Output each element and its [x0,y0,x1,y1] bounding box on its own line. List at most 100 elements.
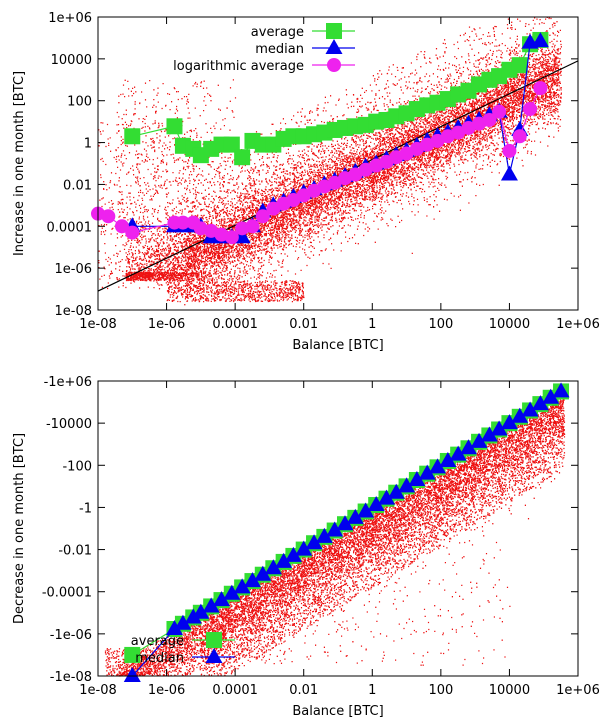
data-point-median [243,572,261,588]
data-point-logarithmic-average [492,104,507,119]
data-point-median [346,508,364,524]
data-point-average [511,57,528,74]
y-tick-label: 0.0001 [47,220,93,235]
y-tick-label: -1e-06 [50,628,92,643]
data-point-median [233,578,251,594]
x-axis-label: Balance [BTC] [292,338,383,353]
data-point-logarithmic-average [125,225,140,240]
y-tick-label: -1 [79,501,92,516]
data-point-median [490,420,508,436]
data-point-median [470,432,488,448]
data-point-median [295,540,313,556]
data-point-median [326,521,344,537]
data-point-median [284,546,302,562]
data-point-logarithmic-average [502,143,517,158]
x-tick-label: 0.01 [289,683,318,698]
data-point-median [480,426,498,442]
y-tick-label: 0.01 [63,178,92,193]
data-point-median [398,477,416,493]
x-tick-label: 0.0001 [212,683,258,698]
plot-frame-2 [97,380,579,677]
legend-label: average [131,634,184,649]
data-point-median [387,483,405,499]
data-point-average [223,136,240,153]
data-point-average [166,118,183,135]
y-tick-label: -0.01 [58,544,92,559]
data-point-logarithmic-average [224,230,239,245]
x-tick-label: 1e-06 [148,683,186,698]
data-point-median [429,458,447,474]
x-tick-label: 1e+06 [556,683,600,698]
data-point-median [336,515,354,531]
data-point-logarithmic-average [358,162,373,177]
x-tick-label: 1e+06 [556,317,600,332]
data-point-median [408,471,426,487]
data-point-median [315,527,333,543]
data-point-median [357,502,375,518]
x-axis-label: Balance [BTC] [292,704,383,719]
x-tick-label: 0.01 [289,317,318,332]
y-tick-label: 1e-08 [54,304,92,319]
legend-marker [205,648,223,663]
data-point-median [542,388,560,404]
x-tick-label: 100 [428,683,453,698]
data-point-median [521,401,539,417]
y-tick-label: -1e-08 [50,670,92,685]
data-point-logarithmic-average [482,112,497,127]
data-point-logarithmic-average [512,129,527,144]
legend-layer: average median logarithmic average average m… [131,23,355,666]
y-tick-label: -0.0001 [42,586,92,601]
data-point-median [418,464,436,480]
legend-label: logarithmic average [173,59,304,74]
data-point-median [449,445,467,461]
data-point-average [124,646,141,663]
legend-label: median [255,42,304,57]
y-tick-label: -10000 [46,417,92,432]
data-point-median [223,584,241,600]
y-tick-label: 1 [84,137,92,152]
data-point-logarithmic-average [255,209,270,224]
data-point-average [234,149,251,166]
legend-marker [326,23,342,39]
y-tick-label: 1e+06 [48,11,92,26]
data-point-logarithmic-average [175,215,190,230]
data-point-median [165,620,183,636]
x-tick-label: 1 [368,317,376,332]
data-point-logarithmic-average [461,120,476,135]
data-point-median [123,667,141,682]
fit-line [97,60,579,292]
data-point-logarithmic-average [114,219,129,234]
fit-line-layer [97,60,579,292]
data-point-median [275,552,293,568]
data-point-median [500,414,518,430]
axis-text-layer: 1e-08 1e-06 0.0001 0.01 1 100 10000 1e+061e-081… [12,11,600,719]
data-point-median [202,597,220,613]
data-point-median [531,395,549,411]
series-layer [91,31,570,682]
legend-label: median [135,651,184,666]
y-axis-label: Increase in one month [BTC] [12,71,27,256]
legend-label: average [251,25,304,40]
x-tick-label: 10000 [489,317,530,332]
data-point-median [174,614,192,630]
data-point-median [511,407,529,423]
data-point-median [367,496,385,512]
x-tick-label: 1e-08 [79,317,117,332]
x-tick-label: 1 [368,683,376,698]
data-point-median [500,165,518,181]
x-tick-label: 1e-06 [148,317,186,332]
data-point-logarithmic-average [533,81,548,96]
x-tick-label: 1e-08 [79,683,117,698]
axes-frame-layer [97,16,579,677]
legend-marker [327,58,341,72]
data-point-median [378,489,396,505]
data-point-logarithmic-average [523,102,538,117]
data-point-median [459,439,477,455]
plot-frame-1 [97,16,579,311]
legend-marker [206,632,222,648]
data-point-median [305,534,323,550]
data-point-median [254,565,272,581]
data-point-median [264,559,282,575]
data-point-median [212,591,230,607]
x-tick-label: 0.0001 [212,317,258,332]
